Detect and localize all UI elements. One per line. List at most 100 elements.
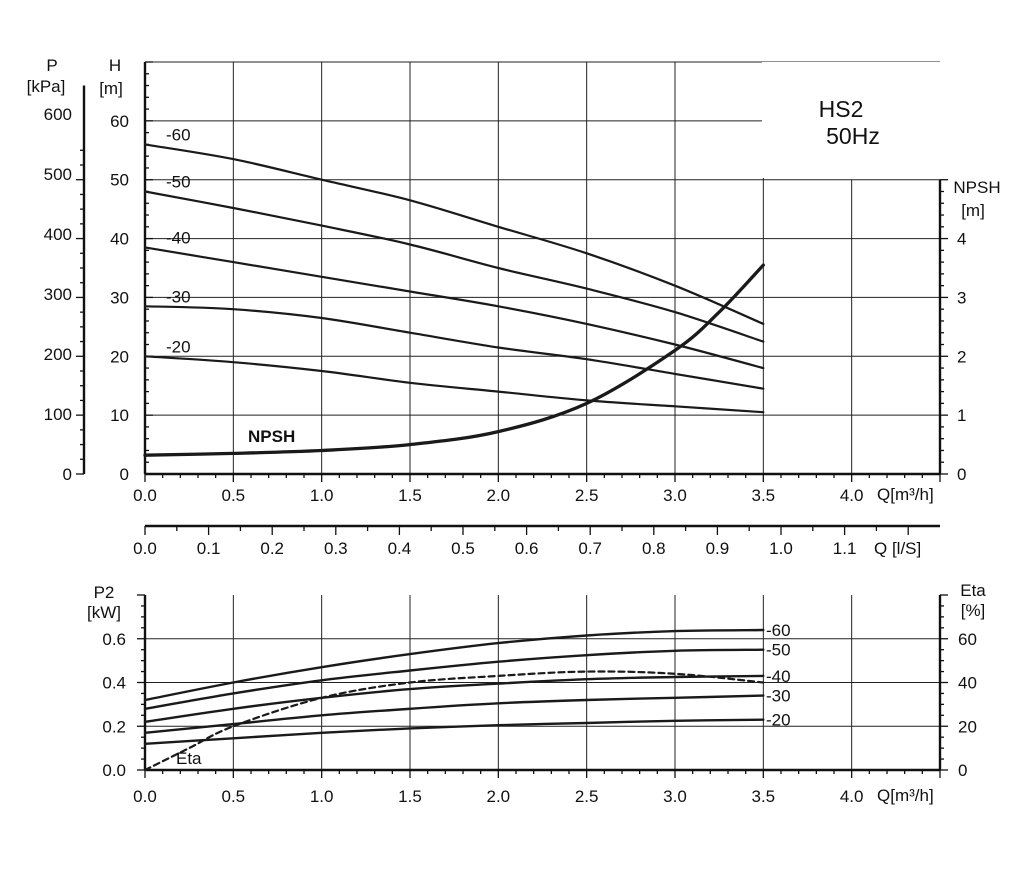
p2-axis-unit: [kW] — [87, 603, 121, 622]
curve-label: -40 — [166, 228, 191, 247]
head-curve-m50 — [143, 190, 765, 343]
p-tick-label: 500 — [44, 165, 72, 184]
power-curve-m50 — [143, 648, 765, 710]
top-x-unit: Q[m³/h] — [877, 485, 934, 504]
curve-label: -60 — [166, 125, 191, 144]
eta-curve-label: Eta — [176, 749, 202, 768]
flow-ls-axis: 0.0 0.1 0.2 0.3 0.4 0.5 0.6 0.7 0.8 0.9 1.0 1.1 — [133, 524, 940, 558]
chart-labels: HS2 50Hz P [kPa] H [m] NPSH [m] NPSH Q[m… — [27, 56, 1001, 805]
h-tick-label: 30 — [110, 288, 129, 307]
p-tick-label: 100 — [44, 405, 72, 424]
npsh-tick-label: 1 — [957, 406, 966, 425]
curve-label: -20 — [166, 337, 191, 356]
head-curve-m30 — [143, 305, 765, 390]
ls-tick-label: 0.5 — [451, 539, 475, 558]
chart-subtitle: 50Hz — [826, 123, 880, 149]
curve-label: -60 — [766, 621, 791, 640]
npsh-axis-unit: [m] — [961, 201, 985, 220]
p2-tick-label: 0.0 — [102, 761, 126, 780]
h-axis-label: H — [109, 56, 121, 75]
x-tick-label: 3.0 — [663, 486, 687, 505]
p-axis-label: P — [46, 56, 57, 75]
p-tick-label: 200 — [44, 345, 72, 364]
h-tick-label: 0 — [120, 465, 129, 484]
head-chart: 01020304050600100200300400500600012340.0… — [44, 61, 966, 505]
h-tick-label: 20 — [110, 347, 129, 366]
p-tick-label: 600 — [44, 105, 72, 124]
x-tick-label: 3.0 — [663, 787, 687, 806]
ls-tick-label: 0.1 — [197, 539, 221, 558]
power-curve-eta — [143, 670, 765, 772]
ls-x-unit: Q [l/S] — [874, 539, 921, 558]
p2-tick-label: 0.4 — [102, 674, 126, 693]
curve-label: -20 — [766, 711, 791, 730]
x-tick-label: 3.5 — [752, 787, 776, 806]
head-curve-m60 — [143, 143, 765, 325]
power-chart: 0.0 0.2 0.4 0.6 0 20 40 60 0.0 0.5 1.0 1.5 2.0 2.5 3.0… — [102, 594, 977, 806]
h-tick-label: 60 — [110, 112, 129, 131]
p-tick-label: 0 — [63, 465, 72, 484]
ls-tick-label: 0.7 — [578, 539, 602, 558]
power-curve-m40 — [143, 674, 765, 724]
eta-axis-unit: [%] — [961, 601, 986, 620]
npsh-curve-label: NPSH — [248, 427, 295, 446]
title-box — [762, 62, 940, 178]
ls-tick-label: 0.8 — [642, 539, 666, 558]
eta-tick-label: 60 — [958, 630, 977, 649]
p2-tick-label: 0.2 — [102, 717, 126, 736]
x-tick-label: 0.5 — [222, 486, 246, 505]
x-tick-label: 1.5 — [398, 787, 422, 806]
ls-tick-label: 0.4 — [388, 539, 412, 558]
h-tick-label: 50 — [110, 171, 129, 190]
npsh-tick-label: 2 — [957, 347, 966, 366]
h-tick-label: 10 — [110, 406, 129, 425]
x-tick-label: 1.0 — [310, 486, 334, 505]
p2-tick-label: 0.6 — [102, 630, 126, 649]
power-curve-m20 — [143, 718, 765, 745]
x-tick-label: 2.5 — [575, 787, 599, 806]
power-curve-m30 — [143, 694, 765, 734]
npsh-axis-label: NPSH — [953, 178, 1000, 197]
x-tick-label: 4.0 — [840, 486, 864, 505]
x-tick-label: 0.0 — [133, 486, 157, 505]
curve-label: -30 — [766, 687, 791, 706]
p-tick-label: 400 — [44, 225, 72, 244]
curve-label: -50 — [166, 172, 191, 191]
x-tick-label: 3.5 — [752, 486, 776, 505]
p-axis-unit: [kPa] — [27, 77, 66, 96]
x-tick-label: 2.0 — [487, 486, 511, 505]
ls-tick-label: 0.3 — [324, 539, 348, 558]
ls-tick-label: 0.2 — [260, 539, 284, 558]
eta-tick-label: 20 — [958, 717, 977, 736]
x-tick-label: 0.0 — [133, 787, 157, 806]
power-curve-m60 — [143, 628, 765, 702]
bottom-x-unit: Q[m³/h] — [877, 786, 934, 805]
ls-tick-label: 1.1 — [833, 539, 857, 558]
chart-title: HS2 — [819, 96, 864, 122]
curve-label: -40 — [766, 667, 791, 686]
eta-axis-label: Eta — [960, 581, 986, 600]
npsh-tick-label: 0 — [957, 465, 966, 484]
h-tick-label: 40 — [110, 230, 129, 249]
p-tick-label: 300 — [44, 285, 72, 304]
ls-tick-label: 1.0 — [769, 539, 793, 558]
x-tick-label: 4.0 — [840, 787, 864, 806]
h-axis-unit: [m] — [99, 79, 123, 98]
head-curve-m40 — [143, 246, 765, 370]
x-tick-label: 1.0 — [310, 787, 334, 806]
ls-tick-label: 0.0 — [133, 539, 157, 558]
eta-tick-label: 0 — [958, 761, 967, 780]
curve-label: -50 — [766, 641, 791, 660]
p2-axis-label: P2 — [94, 583, 115, 602]
eta-tick-label: 40 — [958, 674, 977, 693]
head-curve-npsh — [143, 263, 765, 457]
x-tick-label: 1.5 — [398, 486, 422, 505]
npsh-tick-label: 3 — [957, 288, 966, 307]
x-tick-label: 2.0 — [487, 787, 511, 806]
ls-tick-label: 0.9 — [706, 539, 730, 558]
head-curve-m20 — [143, 355, 765, 414]
x-tick-label: 2.5 — [575, 486, 599, 505]
npsh-tick-label: 4 — [957, 230, 966, 249]
curve-label: -30 — [166, 287, 191, 306]
